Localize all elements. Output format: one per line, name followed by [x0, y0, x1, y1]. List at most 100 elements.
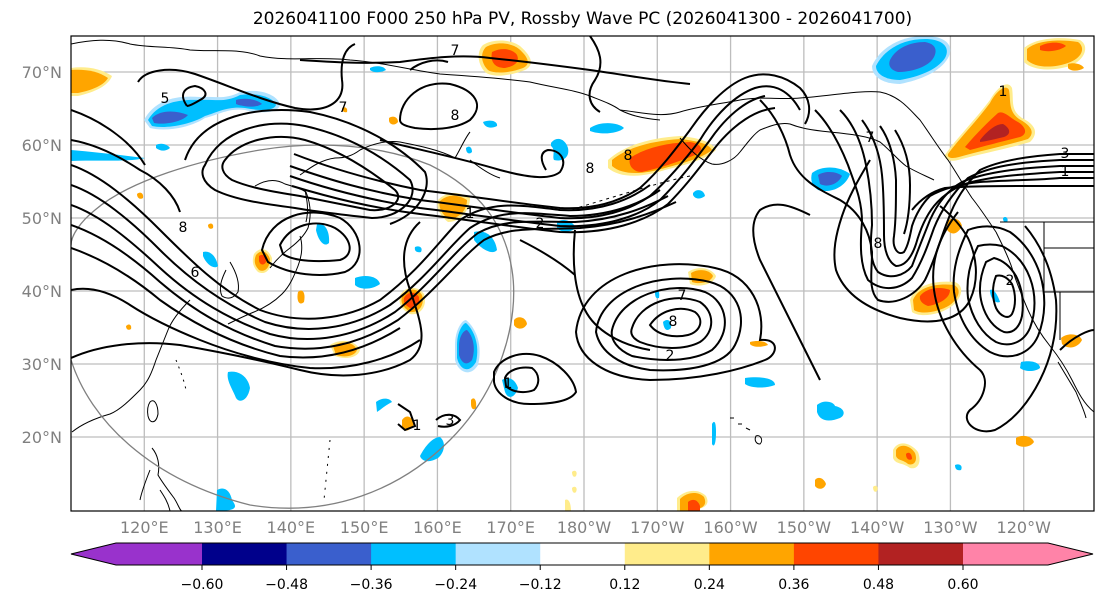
anomaly-neg [316, 223, 330, 245]
colorbar-segment [878, 543, 964, 565]
anomaly-pos [1016, 435, 1034, 447]
colorbar-segment [286, 543, 372, 565]
contour-label: 8 [586, 161, 595, 177]
contour-line [71, 201, 677, 350]
contour-line [610, 287, 726, 361]
contour-line [299, 55, 691, 85]
anomaly-neg [227, 371, 250, 401]
colorbar-tick-label: −0.24 [434, 577, 477, 593]
longitude-labels: 120°E 130°E 140°E 150°E 160°E 170°E 180°W 170°W… [120, 518, 1051, 537]
anomaly-neg [156, 143, 170, 151]
coastline [679, 123, 935, 181]
latitude-labels: 70°N 60°N 50°N 40°N 30°N 20°N [22, 63, 62, 447]
contour-line [752, 203, 821, 381]
contour-line [978, 256, 1024, 334]
lon-tick-label: 120°E [120, 518, 169, 537]
contour-line [71, 184, 661, 330]
anomaly-pos [1040, 42, 1066, 52]
anomaly-neg [420, 437, 444, 462]
contour-label: 8 [874, 236, 883, 252]
colorbar-tick-label: −0.12 [519, 577, 562, 593]
colorbar-tick-label: 0.48 [863, 577, 894, 593]
lon-tick-label: 160°E [413, 518, 462, 537]
coastline [219, 261, 239, 299]
lon-tick-label: 140°W [850, 518, 905, 537]
contour-line [952, 225, 1046, 358]
contour-line [201, 122, 414, 220]
anomaly-pos [297, 290, 305, 304]
contour-line [71, 43, 356, 166]
anomaly-neg [1003, 216, 1008, 223]
contour-line [932, 211, 1058, 433]
contour-line [409, 59, 449, 71]
lon-tick-label: 140°E [267, 518, 316, 537]
anomaly-pos [906, 452, 912, 460]
contour-line [572, 229, 651, 351]
contour-line [879, 125, 1094, 254]
coastline [147, 400, 159, 423]
anomaly-neg [590, 123, 624, 134]
contour-line [397, 403, 417, 432]
anomaly-neg [745, 377, 775, 388]
anomaly-pos [629, 142, 702, 172]
anomaly-neg [459, 330, 474, 364]
lon-tick-label: 120°W [997, 518, 1052, 537]
contour-line [435, 413, 462, 428]
contour-line [894, 129, 1094, 235]
anomaly-pos [514, 317, 527, 329]
contour-label: 3 [1061, 146, 1070, 162]
anomaly-neg [203, 251, 218, 268]
contour-label: 5 [161, 91, 170, 107]
colorbar-segment [709, 543, 795, 565]
contour-line [574, 263, 776, 382]
anomaly-neg [474, 231, 497, 253]
anomaly-neg [1020, 361, 1040, 371]
coastline [304, 189, 309, 223]
coastline [730, 417, 763, 445]
anomaly-pos [565, 499, 571, 511]
anomaly-neg [414, 246, 422, 253]
contour-label: 8 [624, 148, 633, 164]
gridlines [71, 36, 1094, 511]
anomaly-pos [750, 341, 768, 347]
anomaly-neg [152, 111, 188, 124]
lon-tick-label: 170°E [486, 518, 535, 537]
anomaly-neg [655, 290, 660, 299]
anomaly-pos [471, 398, 477, 410]
anomaly-neg [355, 276, 380, 289]
contour-label: 1 [1061, 164, 1070, 180]
colorbar-segment [71, 543, 202, 565]
colorbar-tick-label: 0.12 [609, 577, 640, 593]
anomaly-pos [126, 324, 132, 330]
contour-label: 8 [179, 220, 188, 236]
contour-label: 8 [451, 108, 460, 124]
anomaly-neg [236, 98, 262, 107]
colorbar-segment [793, 543, 879, 565]
contour-line [71, 195, 669, 340]
pv-contours [71, 36, 1094, 433]
anomaly-pos [688, 499, 700, 511]
colorbar-tick-label: −0.60 [181, 577, 224, 593]
contour-line [289, 85, 801, 220]
contour-line [221, 136, 400, 212]
anomaly-neg [955, 464, 962, 471]
contour-line [293, 73, 811, 210]
contour-label: 1 [413, 418, 422, 434]
contour-label: 7 [678, 288, 687, 304]
contour-line [588, 36, 602, 113]
contour-line [503, 366, 540, 394]
map-frame [70, 35, 1095, 512]
lon-tick-label: 130°W [923, 518, 978, 537]
colorbar-tick-label: −0.48 [265, 577, 308, 593]
anomaly-neg [466, 146, 472, 154]
colorbar-tick-label: 0.60 [947, 577, 978, 593]
coastline [227, 235, 303, 325]
anomaly-neg [712, 421, 716, 446]
anomaly-neg [693, 190, 705, 199]
contour-label: 7 [866, 130, 875, 146]
lat-tick-label: 30°N [22, 355, 62, 374]
lon-tick-label: 180°W [557, 518, 612, 537]
contour-line [1059, 329, 1094, 351]
contour-line [493, 353, 578, 406]
